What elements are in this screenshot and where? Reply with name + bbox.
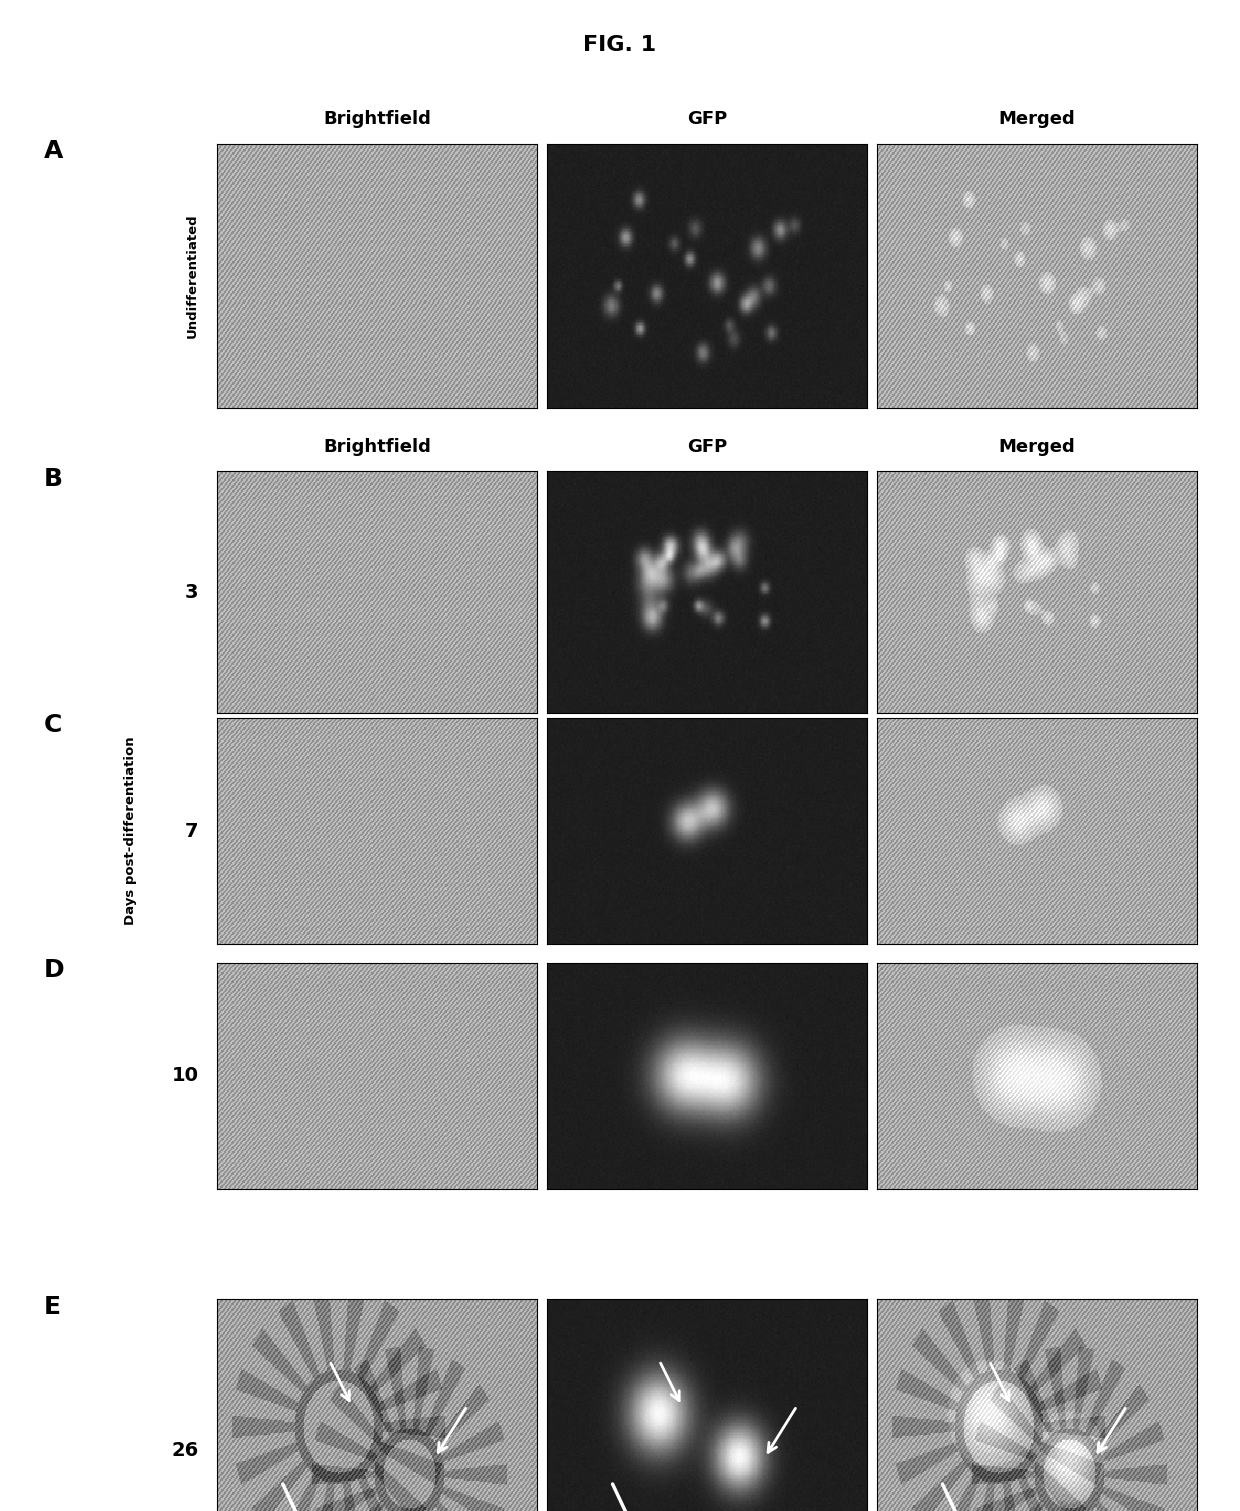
- Text: 7: 7: [185, 822, 198, 840]
- Text: D: D: [43, 958, 64, 982]
- Text: E: E: [43, 1295, 61, 1319]
- Text: Undifferentiated: Undifferentiated: [186, 213, 198, 338]
- Text: 10: 10: [171, 1067, 198, 1085]
- Text: B: B: [43, 467, 62, 491]
- Text: GFP: GFP: [687, 438, 727, 456]
- Text: Merged: Merged: [998, 110, 1075, 128]
- Text: 3: 3: [185, 583, 198, 601]
- Text: Merged: Merged: [998, 438, 1075, 456]
- Text: GFP: GFP: [687, 110, 727, 128]
- Text: Brightfield: Brightfield: [324, 438, 430, 456]
- Text: Days post-differentiation: Days post-differentiation: [124, 736, 136, 925]
- Text: 26: 26: [171, 1441, 198, 1460]
- Text: FIG. 1: FIG. 1: [584, 35, 656, 54]
- Text: Brightfield: Brightfield: [324, 110, 430, 128]
- Text: C: C: [43, 713, 62, 737]
- Text: A: A: [43, 139, 63, 163]
